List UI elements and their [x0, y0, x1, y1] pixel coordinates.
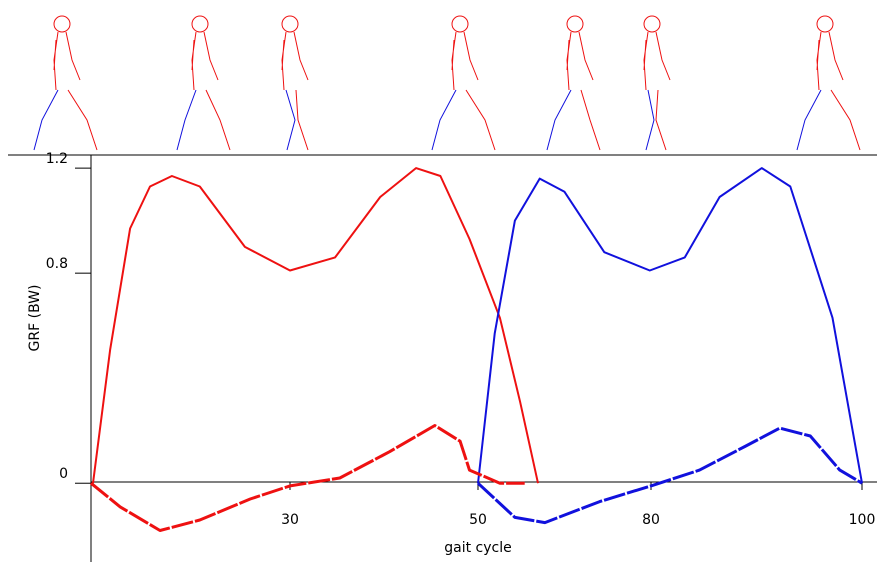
walker-head — [566, 15, 584, 33]
walker-body — [816, 31, 844, 91]
walker-leg — [285, 89, 296, 151]
walker-leg — [465, 89, 496, 151]
walker-body — [53, 31, 81, 91]
walker-leg — [295, 89, 309, 151]
walker-body — [643, 31, 671, 91]
walker — [281, 15, 309, 151]
walking-figures — [33, 15, 861, 151]
walker-leg — [176, 89, 197, 151]
x-tick-label: 30 — [281, 512, 299, 528]
walker-leg — [645, 89, 655, 151]
y-tick-label: 1.2 — [46, 151, 68, 167]
walker — [176, 15, 231, 151]
walker-head — [281, 15, 299, 33]
walker — [796, 15, 861, 151]
y-axis-label: GRF (BW) — [27, 285, 43, 352]
x-tick-label: 50 — [469, 512, 487, 528]
walker-leg — [655, 89, 667, 151]
walker-leg — [67, 89, 98, 151]
y-tick-label: 0.8 — [46, 256, 68, 272]
walker — [546, 15, 601, 151]
x-tick-label: 80 — [642, 512, 660, 528]
walker-leg — [431, 89, 457, 151]
walker-leg — [830, 89, 861, 151]
walker-leg — [205, 89, 231, 151]
walker-body — [191, 31, 219, 91]
y-tick-label: 0 — [59, 466, 68, 482]
walker-leg — [33, 89, 59, 151]
series-line — [477, 167, 863, 484]
walker-head — [191, 15, 209, 33]
x-tick-label: 100 — [849, 512, 876, 528]
walker-body — [566, 31, 594, 91]
walker-body — [281, 31, 309, 91]
walker-head — [53, 15, 71, 33]
walker-head — [451, 15, 469, 33]
walker-head — [816, 15, 834, 33]
walker-head — [643, 15, 661, 33]
walker-leg — [580, 89, 601, 151]
walker-leg — [546, 89, 572, 151]
x-axis-label: gait cycle — [444, 540, 511, 556]
walker — [643, 15, 671, 151]
walker — [33, 15, 98, 151]
series-line — [90, 424, 525, 532]
walker-body — [451, 31, 479, 91]
walker — [431, 15, 496, 151]
series-line — [476, 426, 863, 525]
walker-leg — [796, 89, 822, 151]
series-line — [92, 167, 539, 484]
